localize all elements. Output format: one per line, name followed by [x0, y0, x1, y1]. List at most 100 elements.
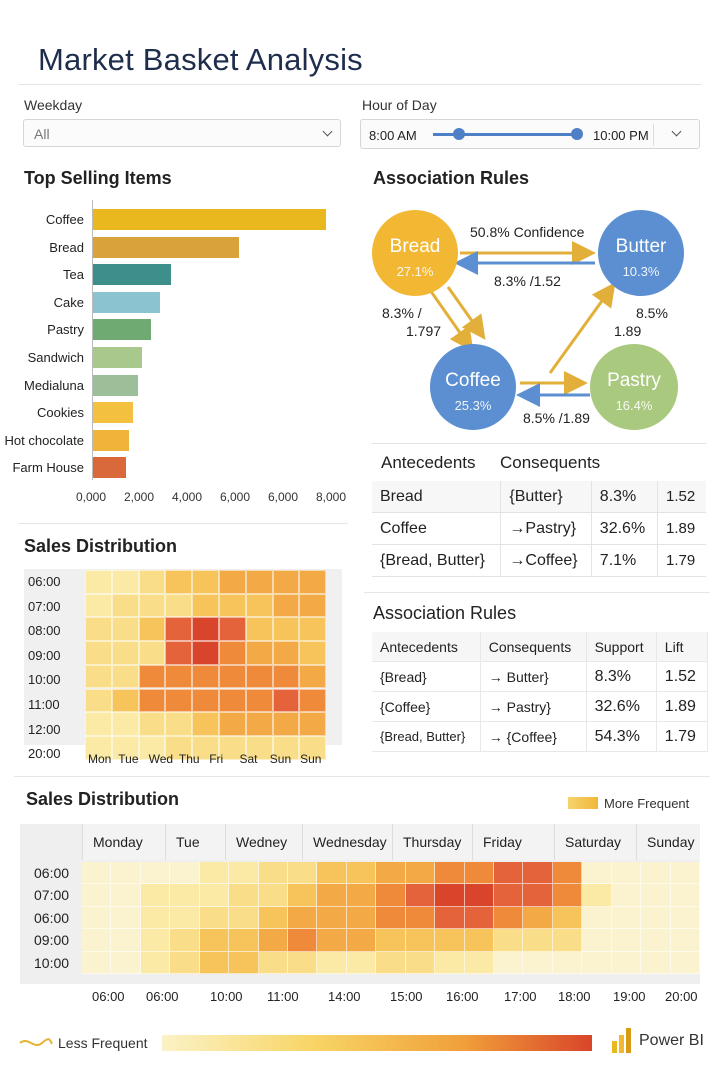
heatmap-cell: [219, 688, 246, 713]
week-heatmap-cell: [199, 884, 230, 907]
bar-pastry[interactable]: [93, 319, 151, 341]
week-heatmap-cell: [199, 929, 230, 952]
hour-start-value: 8:00 AM: [369, 128, 417, 143]
week-heatmap-cell: [346, 862, 377, 885]
heatmap-cell: [219, 617, 246, 642]
bar-coffee[interactable]: [93, 209, 326, 230]
week-heatmap-cell: [464, 951, 494, 974]
weekday-dropdown[interactable]: All: [23, 119, 341, 147]
node-coffee[interactable]: Coffee 25.3%: [430, 344, 516, 430]
heatmap-col-label: Thu: [178, 752, 200, 766]
week-heatmap-cell: [82, 884, 112, 907]
rules-row[interactable]: Coffee →Pastry} 32.6% 1.89: [372, 512, 706, 545]
chevron-down-icon[interactable]: [671, 126, 682, 137]
week-heatmap-cell: [82, 951, 112, 974]
assoc-rules-title: Association Rules: [373, 168, 530, 188]
heatmap-cell: [299, 712, 327, 736]
weekday-header[interactable]: Wedney: [225, 824, 302, 860]
node-bread[interactable]: Bread 27.1%: [372, 210, 458, 296]
rules-2-row[interactable]: {Bread} → Butter} 8.3% 1.52: [372, 661, 709, 692]
rules-2-cell: 1.79: [656, 721, 709, 752]
week-heatmap-cell: [641, 862, 671, 885]
weekday-header[interactable]: Tue: [165, 824, 225, 860]
week-heatmap-cell: [170, 884, 200, 907]
bar-medialuna[interactable]: [93, 374, 138, 396]
heatmap-row-label: 09:00: [28, 647, 61, 663]
hour-range-slicer[interactable]: 8:00 AM 10:00 PM: [360, 119, 700, 149]
heatmap-cell: [165, 641, 193, 665]
bar-cake[interactable]: [93, 291, 160, 313]
heatmap-cell: [165, 570, 193, 594]
bar-hot-chocolate[interactable]: [93, 429, 130, 451]
edge-label-butter-pastry-a: 8.5%: [636, 305, 668, 321]
week-x-label: 06:00: [92, 989, 125, 1004]
week-heatmap-cell: [523, 884, 553, 907]
heatmap-col-label: Wed: [148, 752, 174, 766]
week-row-label: 09:00: [34, 932, 70, 949]
rules-2-row[interactable]: {Coffee} → Pastry} 32.6% 1.89: [372, 691, 709, 722]
heatmap-col-label: Sun: [300, 752, 322, 766]
weekday-header[interactable]: Wednesday: [302, 824, 392, 860]
node-butter[interactable]: Butter 10.3%: [598, 210, 684, 296]
bar-bread[interactable]: [93, 236, 240, 258]
node-bread-name: Bread: [389, 236, 441, 257]
rules-2-cell: 8.3%: [586, 661, 657, 692]
assoc-rules-table-title: Association Rules: [373, 603, 517, 623]
week-heatmap-cell: [288, 862, 318, 885]
week-heatmap-cell: [346, 884, 377, 907]
hour-start-handle[interactable]: [453, 128, 465, 140]
hour-end-handle[interactable]: [571, 128, 583, 140]
rules-row[interactable]: {Bread, Butter} →Coffee} 7.1% 1.79: [372, 544, 706, 577]
heatmap-cell: [245, 617, 273, 642]
heatmap-cell: [272, 641, 300, 665]
heatmap-cell: [85, 712, 112, 736]
heatmap-cell: [219, 570, 246, 594]
week-heatmap-cell: [199, 862, 230, 885]
heatmap-row-label: 06:00: [28, 574, 61, 589]
bar-sandwich[interactable]: [93, 347, 143, 368]
heatmap-cell: [192, 617, 219, 642]
week-heatmap-cell: [641, 906, 671, 930]
weekday-header-label: Tue: [176, 834, 200, 850]
heatmap-cell: [299, 617, 327, 642]
week-heatmap-cell: [376, 884, 406, 907]
rules-2-cell: 1.89: [656, 691, 709, 722]
weekday-label: Weekday: [24, 97, 83, 113]
week-heatmap-cell: [82, 862, 112, 885]
bar-label: Medialuna: [24, 377, 84, 393]
heatmap-cell: [85, 664, 112, 689]
heatmap-cell: [111, 617, 139, 642]
bar-farm-house[interactable]: [93, 457, 127, 479]
week-heatmap-cell: [229, 906, 259, 930]
edge-label-bread-butter: 50.8% Confidence: [470, 224, 585, 240]
heatmap-cell: [111, 593, 139, 618]
less-frequent-swirl-icon: [19, 1038, 53, 1046]
bar-tea[interactable]: [93, 264, 172, 286]
power-bi-logo-icon: [612, 1028, 631, 1053]
weekday-header[interactable]: Saturday: [554, 824, 636, 860]
weekday-header[interactable]: Sunday: [636, 824, 700, 860]
weekday-header[interactable]: Thursday: [392, 824, 472, 860]
node-pastry[interactable]: Pastry 16.4%: [590, 344, 678, 430]
heatmap-cell: [111, 712, 139, 736]
slicer-divider: [653, 124, 654, 146]
week-heatmap-cell: [346, 929, 377, 952]
week-heatmap-cell: [229, 862, 259, 885]
weekday-header[interactable]: Monday: [82, 824, 165, 860]
rules-row[interactable]: Bread {Butter} 8.3% 1.52: [372, 481, 706, 513]
heatmap-cell: [138, 593, 166, 618]
week-heatmap-cell: [435, 929, 465, 952]
rules-2-row[interactable]: {Bread, Butter} → {Coffee} 54.3% 1.79: [372, 721, 709, 752]
heatmap-cell: [272, 617, 300, 642]
weekday-header[interactable]: Friday: [472, 824, 554, 860]
heatmap-cell: [245, 570, 273, 594]
week-heatmap-cell: [405, 884, 436, 907]
week-heatmap-cell: [494, 906, 524, 930]
edge-coffee-butter: [548, 282, 616, 374]
weekly-heatmap: Monday Tue Wedney Wednesday Thursday Friday Sa…: [20, 824, 700, 1014]
hour-slider-track[interactable]: [433, 133, 579, 136]
bar-cookies[interactable]: [93, 402, 134, 424]
heatmap-cell: [85, 688, 112, 713]
week-heatmap-cell: [199, 951, 230, 974]
week-heatmap-cell: [552, 929, 583, 952]
